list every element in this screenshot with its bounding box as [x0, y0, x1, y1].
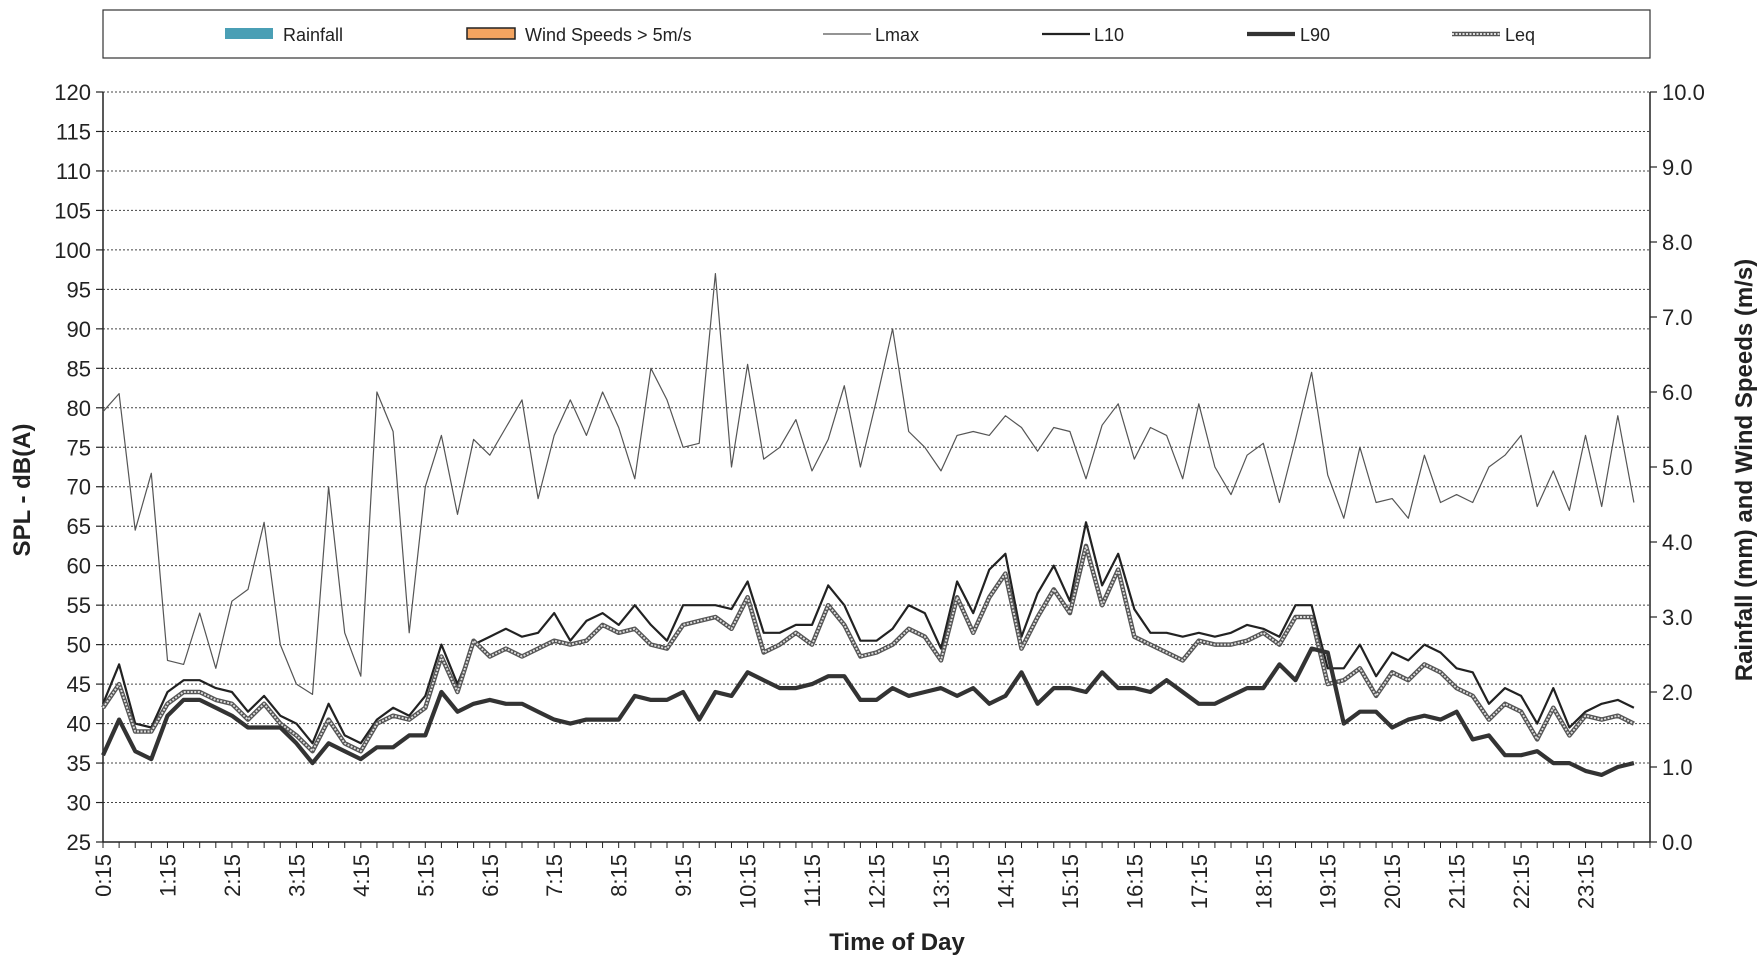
x-tick-label: 12:15 — [865, 854, 890, 909]
y-tick-label: 90 — [67, 317, 91, 342]
series-line-l90 — [101, 646, 1635, 778]
legend-label-l10: L10 — [1094, 25, 1124, 45]
legend-label-wind-speeds-5m-s: Wind Speeds > 5m/s — [525, 25, 692, 45]
x-tick-label: 8:15 — [607, 854, 632, 897]
x-tick-label: 13:15 — [929, 854, 954, 909]
y2-axis-title: Rainfall (mm) and Wind Speeds (m/s) — [1731, 259, 1758, 682]
x-tick-label: 20:15 — [1380, 854, 1405, 909]
y-tick-label: 80 — [67, 396, 91, 421]
x-tick-label: 21:15 — [1445, 854, 1470, 909]
y-tick-label: 60 — [67, 554, 91, 579]
y-tick-label: 75 — [67, 435, 91, 460]
x-axis-title: Time of Day — [829, 929, 965, 956]
x-tick-label: 11:15 — [800, 854, 825, 907]
legend-swatch-wind-speeds-5m-s — [466, 27, 516, 40]
y-tick-label: 50 — [67, 633, 91, 658]
y2-tick-label: 1.0 — [1662, 755, 1693, 780]
x-tick-label: 10:15 — [736, 854, 761, 909]
y2-tick-label: 3.0 — [1662, 605, 1693, 630]
tick-labels: 25 30 35 40 45 50 55 60 65 70 75 80 85 90 95 100 105 110 1… — [54, 80, 1705, 909]
x-tick-label: 1:15 — [155, 854, 180, 897]
x-tick-label: 22:15 — [1509, 854, 1534, 909]
x-tick-label: 7:15 — [542, 854, 567, 897]
legend-label-leq: Leq — [1505, 25, 1535, 45]
y2-tick-label: 6.0 — [1662, 380, 1693, 405]
y2-tick-label: 5.0 — [1662, 455, 1693, 480]
y-tick-label: 110 — [56, 159, 91, 184]
y-tick-label: 25 — [67, 830, 91, 855]
x-tick-label: 9:15 — [671, 854, 696, 897]
y-tick-label: 120 — [54, 80, 91, 105]
y2-tick-label: 2.0 — [1662, 680, 1693, 705]
x-tick-label: 2:15 — [220, 854, 245, 897]
x-tick-label: 23:15 — [1574, 854, 1599, 909]
y2-tick-label: 8.0 — [1662, 230, 1693, 255]
x-tick-label: 5:15 — [413, 854, 438, 897]
x-tick-label: 17:15 — [1187, 854, 1212, 909]
y-axis-title: SPL - dB(A) — [9, 424, 36, 557]
y-tick-label: 45 — [67, 672, 91, 697]
legend: Rainfall Wind Speeds > 5m/s Lmax L10 L90 Leq — [102, 9, 1651, 59]
x-tick-label: 3:15 — [284, 854, 309, 897]
y-tick-label: 35 — [67, 751, 91, 776]
y-tick-label: 95 — [67, 277, 91, 302]
y2-tick-label: 7.0 — [1662, 305, 1693, 330]
y-tick-label: 100 — [54, 238, 91, 263]
series-line-l10 — [101, 521, 1635, 745]
y-tick-label: 70 — [67, 475, 91, 500]
y-tick-label: 55 — [67, 593, 91, 618]
x-tick-label: 0:15 — [91, 854, 116, 897]
y-tick-label: 115 — [56, 119, 91, 144]
series-layer — [101, 273, 1635, 778]
series-line-lmax — [102, 273, 1635, 696]
x-tick-label: 19:15 — [1316, 854, 1341, 909]
y-tick-label: 30 — [67, 791, 91, 816]
legend-label-rainfall: Rainfall — [283, 25, 343, 45]
y-tick-label: 65 — [67, 514, 91, 539]
axes — [96, 91, 1657, 848]
x-tick-label: 16:15 — [1122, 854, 1147, 909]
y-tick-label: 105 — [54, 198, 91, 223]
y2-tick-label: 10.0 — [1662, 80, 1705, 105]
legend-label-lmax: Lmax — [875, 25, 919, 45]
legend-label-l90: L90 — [1300, 25, 1330, 45]
series-line-leq-inner — [102, 544, 1635, 753]
x-tick-label: 6:15 — [478, 854, 503, 897]
x-tick-label: 15:15 — [1058, 854, 1083, 909]
y-tick-label: 40 — [67, 712, 91, 737]
legend-swatch-rainfall — [225, 28, 273, 39]
y-tick-label: 85 — [67, 356, 91, 381]
y2-tick-label: 0.0 — [1662, 830, 1693, 855]
legend-box — [102, 9, 1651, 59]
x-tick-label: 18:15 — [1251, 854, 1276, 909]
gridlines — [103, 91, 1650, 804]
y2-tick-label: 9.0 — [1662, 155, 1693, 180]
x-tick-label: 4:15 — [349, 854, 374, 897]
y2-tick-label: 4.0 — [1662, 530, 1693, 555]
x-tick-label: 14:15 — [993, 854, 1018, 909]
